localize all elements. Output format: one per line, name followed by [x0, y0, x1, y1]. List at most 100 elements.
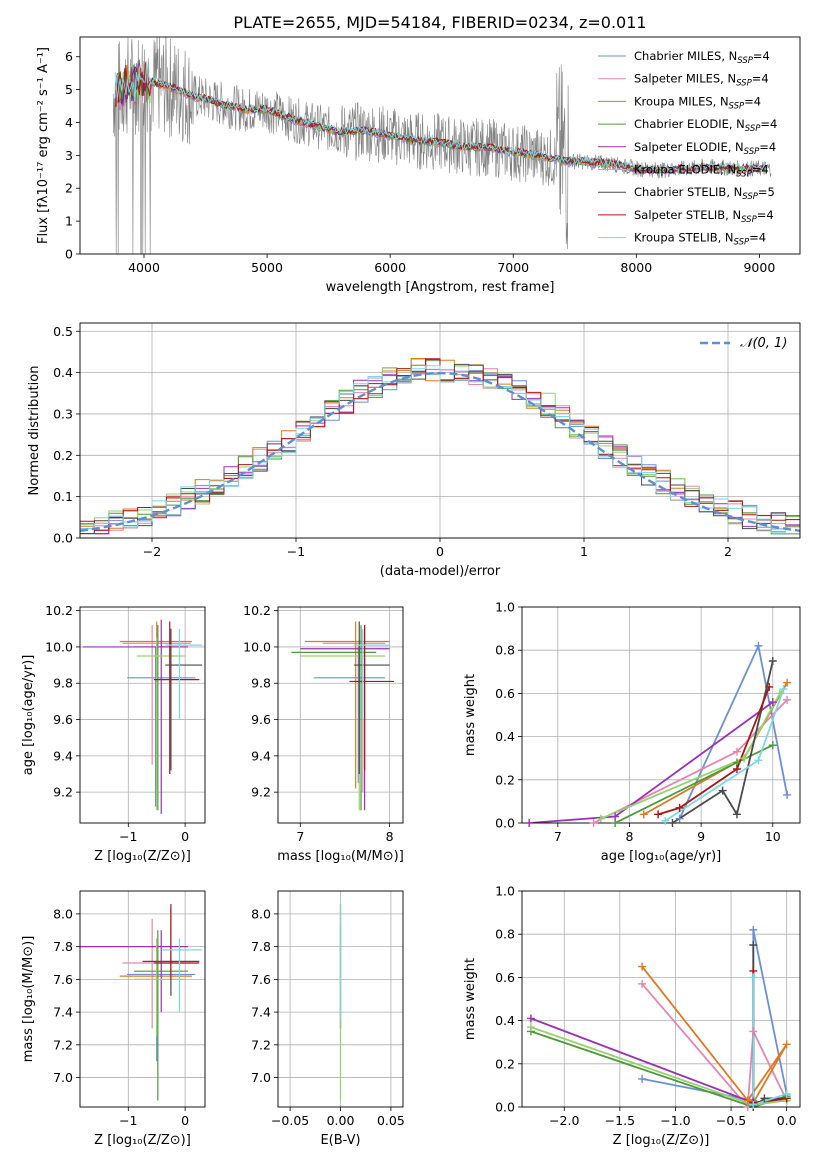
x-axis-label: Z [log₁₀(Z/Z⊙)]	[94, 1133, 191, 1148]
y-tick-label: 0	[65, 247, 73, 262]
axes-frame	[79, 890, 206, 1108]
observed-spectrum	[112, 37, 772, 254]
panel-mass_vs_ebv: −0.05 0.00 0.05 7.0 7.2 7.4 7.6 7.8 8.0 E(B-V)	[251, 890, 405, 1148]
weight-marker	[749, 1100, 758, 1109]
weight-marker	[638, 962, 647, 971]
legend-text-part: Chabrier STELIB, N	[634, 185, 742, 199]
panel-mass_vs_z: −1 0 7.0 7.2 7.4 7.6 7.8 8.0 Z [log₁₀(Z/Z⊙)] mass…	[21, 890, 206, 1148]
weight-marker	[754, 641, 763, 650]
weight-marker	[768, 657, 777, 665]
plot-area	[529, 642, 788, 823]
legend-text-part: =4	[744, 94, 761, 108]
x-tick-label: 6000	[374, 260, 406, 275]
y-tick-label: 1	[65, 214, 73, 229]
x-tick-label: 0.05	[377, 1113, 405, 1128]
weight-marker	[718, 786, 727, 795]
legend-text-part: SSP	[742, 192, 758, 202]
legend-entry: Kroupa ELODIE, NSSP=4	[634, 163, 769, 180]
y-tick-label: 10.0	[45, 639, 73, 654]
y-tick-label: 7.0	[251, 1070, 271, 1085]
legend-text-part: SSP	[729, 101, 745, 111]
legend-text-part: =5	[758, 185, 775, 199]
x-tick-label: −1	[287, 544, 305, 559]
x-tick-label: 8	[386, 829, 394, 844]
legend-entry: Chabrier MILES, NSSP=4	[634, 49, 770, 66]
x-tick-label: −1.0	[660, 1113, 690, 1128]
x-tick-label: 0.0	[777, 1113, 797, 1128]
y-tick-label: 7.4	[251, 1005, 271, 1020]
weight-marker	[768, 698, 777, 707]
model-spectrum	[115, 61, 766, 173]
weight-marker	[639, 810, 648, 819]
legend-text-part: Salpeter STELIB, N	[634, 208, 741, 222]
y-tick-label: 7.2	[251, 1037, 271, 1052]
weight-line	[672, 660, 774, 823]
x-tick-label: 1	[580, 544, 588, 559]
legend-text-part: Kroupa MILES, N	[634, 94, 729, 108]
weight-marker	[675, 803, 684, 812]
y-tick-label: 10.2	[243, 603, 271, 618]
legend-text-part: =4	[752, 163, 769, 177]
y-tick-label: 7.2	[53, 1037, 73, 1052]
x-tick-label: 5000	[251, 260, 283, 275]
legend-text-part: SSP	[736, 79, 752, 89]
weight-marker	[732, 765, 741, 773]
y-tick-label: 0.8	[495, 927, 515, 942]
weight-marker	[732, 810, 741, 819]
weight-marker	[782, 1040, 791, 1049]
weight-marker	[768, 741, 777, 750]
weight-line	[641, 966, 788, 1104]
legend-text-part: =4	[760, 117, 777, 131]
y-axis-label: mass weight	[463, 674, 478, 756]
y-tick-label: 1.0	[495, 884, 515, 899]
legend-text-part: Chabrier ELODIE, N	[634, 117, 745, 131]
figure-title: PLATE=2655, MJD=54184, FIBERID=0234, z=0…	[233, 13, 646, 32]
y-tick-label: 9.4	[251, 748, 271, 763]
weight-marker	[749, 925, 758, 934]
x-axis-label: E(B-V)	[320, 1133, 360, 1148]
x-tick-label: 2	[724, 544, 732, 559]
y-tick-label: 2	[65, 181, 73, 196]
x-tick-label: −2.0	[549, 1113, 579, 1128]
weight-marker	[754, 756, 763, 765]
weight-marker	[525, 819, 534, 827]
legend-entry: Kroupa MILES, NSSP=4	[634, 94, 761, 111]
plot-area	[80, 358, 800, 535]
y-tick-label: 0.5	[53, 324, 73, 339]
plot-area	[80, 904, 203, 1101]
axes-frame	[79, 606, 206, 824]
x-tick-label: 10	[765, 829, 781, 844]
axes-frame	[79, 36, 801, 255]
x-axis-label: age [log₁₀(age/yr)]	[601, 849, 722, 864]
legend-entry: Salpeter STELIB, NSSP=4	[634, 208, 774, 225]
axes-frame	[277, 890, 404, 1108]
legend-text-part: SSP	[736, 170, 752, 180]
weight-marker	[526, 1014, 535, 1023]
y-tick-label: 0.4	[495, 1013, 515, 1028]
weight-marker	[779, 685, 788, 694]
y-tick-label: 7.6	[53, 972, 73, 987]
weight-marker	[749, 973, 758, 982]
y-tick-label: 0.6	[495, 970, 515, 985]
weight-line	[641, 983, 788, 1107]
y-tick-label: 0.4	[495, 729, 515, 744]
legend-text-part: Salpeter MILES, N	[634, 72, 736, 86]
y-tick-label: 0.4	[53, 365, 73, 380]
y-tick-label: 10.0	[243, 639, 271, 654]
axes-frame	[79, 322, 801, 539]
panel-weight_vs_age: 7 8 9 10 0.0 0.2 0.4 0.6 0.8 1.0 age [log₁₀(age/yr…	[463, 600, 801, 864]
x-tick-label: 0	[436, 544, 444, 559]
plot-area	[112, 37, 772, 254]
weight-marker	[775, 689, 784, 698]
weight-marker	[765, 682, 774, 691]
y-tick-label: 10.2	[45, 603, 73, 618]
x-tick-label: −1.5	[605, 1113, 635, 1128]
y-axis-label: Normed distribution	[27, 366, 42, 496]
x-tick-label: 7	[296, 829, 304, 844]
y-tick-label: 0.3	[53, 406, 73, 421]
axes-frame	[521, 606, 801, 824]
y-tick-label: 0.2	[495, 1056, 515, 1071]
weight-marker	[675, 814, 684, 823]
weight-marker	[654, 810, 663, 819]
panel-spectrum: 4000 5000 6000 7000 8000 9000 0 1 2 3 4 5 6 wavelengt…	[36, 36, 801, 295]
